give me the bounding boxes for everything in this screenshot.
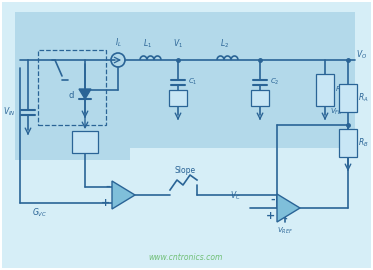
FancyBboxPatch shape (130, 148, 360, 268)
Text: Slope: Slope (175, 166, 195, 175)
Polygon shape (112, 181, 135, 209)
Text: $V_{FB}$: $V_{FB}$ (330, 107, 343, 117)
Text: PWM: PWM (113, 193, 131, 197)
Text: $V_1$: $V_1$ (173, 38, 183, 50)
Text: $R_{ESR1}$: $R_{ESR1}$ (169, 93, 186, 102)
FancyBboxPatch shape (339, 84, 357, 112)
Text: $L_1$: $L_1$ (144, 38, 153, 50)
Text: +: + (266, 211, 275, 221)
Text: $V_O$: $V_O$ (356, 49, 367, 61)
Text: $C_1$: $C_1$ (188, 77, 198, 87)
Text: $G_{VC}$: $G_{VC}$ (32, 207, 47, 219)
Text: $R_A$: $R_A$ (358, 92, 369, 104)
Text: $C_2$: $C_2$ (270, 77, 279, 87)
Text: +: + (101, 198, 110, 208)
FancyBboxPatch shape (316, 74, 334, 106)
Text: $V_{IN}$: $V_{IN}$ (3, 106, 16, 118)
FancyBboxPatch shape (251, 90, 269, 106)
Polygon shape (277, 194, 300, 222)
Text: -: - (106, 182, 110, 192)
Text: www.cntronics.com: www.cntronics.com (149, 254, 223, 262)
FancyBboxPatch shape (72, 131, 98, 153)
Text: $R_L$: $R_L$ (335, 85, 344, 95)
Text: EA: EA (282, 204, 292, 212)
Text: $R_B$: $R_B$ (358, 137, 369, 149)
Text: $I_L$: $I_L$ (115, 36, 122, 49)
Text: $V_{REF}$: $V_{REF}$ (277, 226, 293, 236)
Text: $R_{ESR2}$: $R_{ESR2}$ (251, 93, 269, 102)
Text: $V_C$: $V_C$ (229, 190, 241, 202)
FancyBboxPatch shape (15, 12, 355, 160)
FancyBboxPatch shape (339, 129, 357, 157)
Text: d: d (68, 90, 74, 100)
Text: $R_i$: $R_i$ (81, 136, 90, 148)
Text: -: - (270, 195, 275, 205)
Text: $L_2$: $L_2$ (220, 38, 229, 50)
FancyBboxPatch shape (169, 90, 187, 106)
FancyBboxPatch shape (2, 2, 371, 268)
Polygon shape (79, 89, 91, 99)
